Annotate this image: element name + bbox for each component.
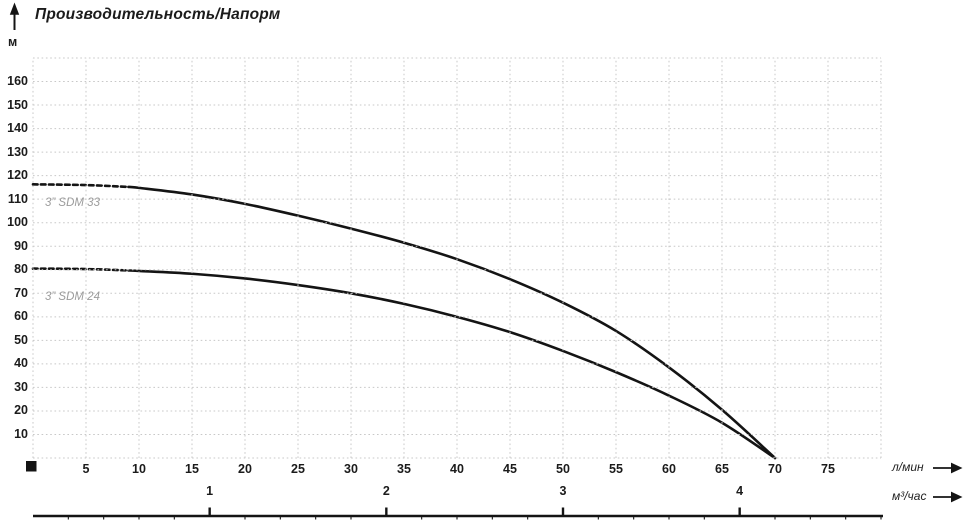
x-tick-label-70: 70	[768, 462, 782, 476]
x-axis-m3h-unit-label: м³/час	[892, 489, 927, 503]
y-tick-label-120: 120	[7, 168, 28, 183]
x-tick-label-5: 5	[82, 462, 90, 476]
y-tick-label-30: 30	[14, 379, 28, 394]
x-tick-label-65: 65	[715, 462, 729, 476]
y-tick-label-10: 10	[14, 426, 28, 441]
x-tick-label-55: 55	[609, 462, 623, 476]
right-arrow-lmin-icon	[933, 462, 963, 474]
x-tick-label-25: 25	[291, 462, 305, 476]
m3h-tick-label-3: 3	[559, 484, 567, 498]
x-tick-label-40: 40	[450, 462, 464, 476]
series-label-sdm24: 3” SDM 24	[45, 291, 100, 303]
x-tick-label-45: 45	[503, 462, 517, 476]
y-tick-label-160: 160	[7, 74, 28, 89]
series-label-sdm33: 3” SDM 33	[45, 197, 100, 209]
y-tick-label-140: 140	[7, 121, 28, 136]
right-arrow-m3h-icon	[933, 491, 963, 503]
y-tick-label-70: 70	[14, 285, 28, 300]
y-tick-label-90: 90	[14, 238, 28, 253]
m3h-tick-label-4: 4	[736, 484, 744, 498]
y-tick-label-60: 60	[14, 309, 28, 324]
x-tick-label-20: 20	[238, 462, 252, 476]
x-tick-label-50: 50	[556, 462, 570, 476]
curve-3-sdm-24	[127, 269, 777, 460]
up-arrow-icon	[9, 2, 20, 30]
chart-title: Производительность/Напорм	[35, 6, 281, 23]
up-arrow-head	[9, 2, 20, 15]
y-tick-label-20: 20	[14, 403, 28, 418]
y-tick-label-100: 100	[7, 215, 28, 230]
x-tick-label-10: 10	[132, 462, 146, 476]
y-tick-label-110: 110	[7, 191, 28, 206]
m3h-tick-label-2: 2	[382, 484, 390, 498]
y-tick-label-150: 150	[7, 97, 28, 112]
x-axis-lmin-unit-label: л/мин	[892, 460, 924, 474]
origin-marker	[26, 461, 37, 472]
y-tick-label-40: 40	[14, 356, 28, 371]
curve-dashed-3-sdm-33	[31, 183, 130, 189]
curve-dashed-3-sdm-24	[31, 267, 130, 272]
right-arrow-head	[951, 462, 963, 474]
curve-3-sdm-33	[127, 185, 777, 460]
x-tick-label-30: 30	[344, 462, 358, 476]
right-arrow-head	[951, 491, 963, 503]
x-tick-label-75: 75	[821, 462, 835, 476]
y-tick-label-50: 50	[14, 332, 28, 347]
x-tick-label-60: 60	[662, 462, 676, 476]
x-tick-label-35: 35	[397, 462, 411, 476]
y-tick-label-80: 80	[14, 262, 28, 277]
m3h-tick-label-1: 1	[206, 484, 214, 498]
y-axis-unit-label: м	[8, 35, 18, 49]
x-tick-label-15: 15	[185, 462, 199, 476]
y-tick-label-130: 130	[7, 144, 28, 159]
